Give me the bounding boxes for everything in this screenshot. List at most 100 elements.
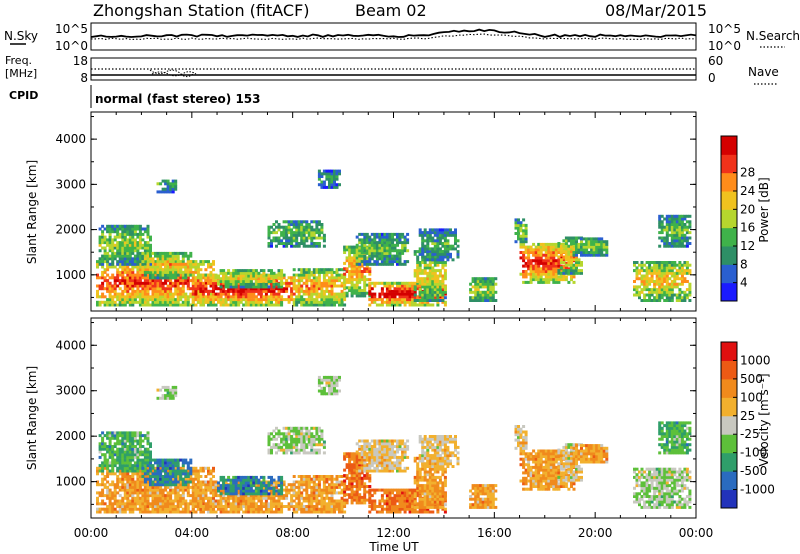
power-cell [393,298,397,302]
power-cell [572,247,576,251]
power-cell [98,249,102,253]
power-cell [204,289,208,293]
power-cell [368,251,372,255]
velocity-cell [138,491,142,495]
power-cell [436,250,440,254]
power-cell [423,233,427,237]
velocity-cell [201,469,205,473]
power-cell [317,276,321,280]
power-cell [222,274,226,278]
power-cell [252,287,256,291]
power-cell [280,242,284,245]
velocity-cell [136,472,140,476]
power-cell [421,293,425,297]
power-cell [237,298,241,302]
power-cell [214,281,218,285]
nsky-label: N.Sky [4,29,38,43]
power-cell [494,277,498,281]
power-cell [489,277,493,281]
power-cell [123,249,127,253]
velocity-cell [111,445,115,448]
power-cell [592,240,596,244]
power-cell [542,264,546,268]
power-cell [292,268,296,272]
power-cell [189,273,193,277]
power-cell [345,286,349,290]
power-cell [660,263,664,267]
power-cell [398,254,402,258]
power-cell [660,220,664,224]
power-cell [575,245,578,249]
power-cell [123,251,127,255]
power-cell [305,287,309,291]
velocity-cell [121,442,125,446]
power-cell [633,285,636,289]
power-cell [315,228,319,232]
power-cell [441,255,445,259]
power-cell [280,274,284,278]
velocity-cell [103,455,107,459]
power-cell [232,282,236,286]
power-cell [300,270,304,274]
power-cell [443,247,447,251]
power-cell [343,303,347,307]
power-cell [297,295,301,299]
velocity-cell [113,458,117,462]
power-cell [597,242,601,246]
power-cell [423,293,427,297]
velocity-cell [156,494,160,498]
power-cell [433,277,437,281]
power-cell [650,290,654,294]
power-cell [348,286,352,290]
power-cell [398,257,402,261]
power-cell [333,300,336,304]
power-cell [539,256,543,260]
power-cell [196,281,200,285]
power-cell [136,265,140,269]
power-cell [237,303,241,307]
power-cell [219,269,223,273]
power-cell [368,272,372,276]
power-cell [683,296,687,300]
power-cell [121,227,125,231]
power-cell [655,282,659,286]
velocity-cell [128,431,132,435]
power-cell [350,261,354,265]
power-cell [101,260,105,264]
power-cell [138,262,142,266]
power-cell [186,257,190,261]
power-cell [355,243,359,247]
power-cell [655,269,659,273]
power-cell [670,290,674,294]
power-cell [653,263,657,267]
velocity-cell [101,480,105,484]
power-cell [688,288,692,292]
power-cell [665,214,669,218]
power-cell [438,239,442,243]
power-cell [401,235,405,239]
velocity-cell [186,502,190,506]
power-cell [438,274,442,278]
power-cell [678,244,682,248]
power-cell [396,249,399,253]
power-cell [370,292,374,296]
velocity-cell [136,431,140,435]
power-cell [330,185,334,189]
power-cell [126,270,130,274]
power-cell [479,290,483,294]
power-cell [423,282,427,286]
power-cell [643,274,647,278]
power-cell [108,224,112,228]
power-cell [108,254,112,258]
power-cell [653,296,657,300]
power-cell [575,258,578,262]
power-cell [227,295,231,299]
velocity-cell [126,458,130,462]
nave-tick-bottom: 0 [708,71,716,85]
power-cell [159,262,163,266]
power-cell [665,288,669,292]
power-cell [186,295,190,299]
power-cell [446,250,450,254]
power-cell [557,278,561,282]
power-cell [353,278,357,282]
